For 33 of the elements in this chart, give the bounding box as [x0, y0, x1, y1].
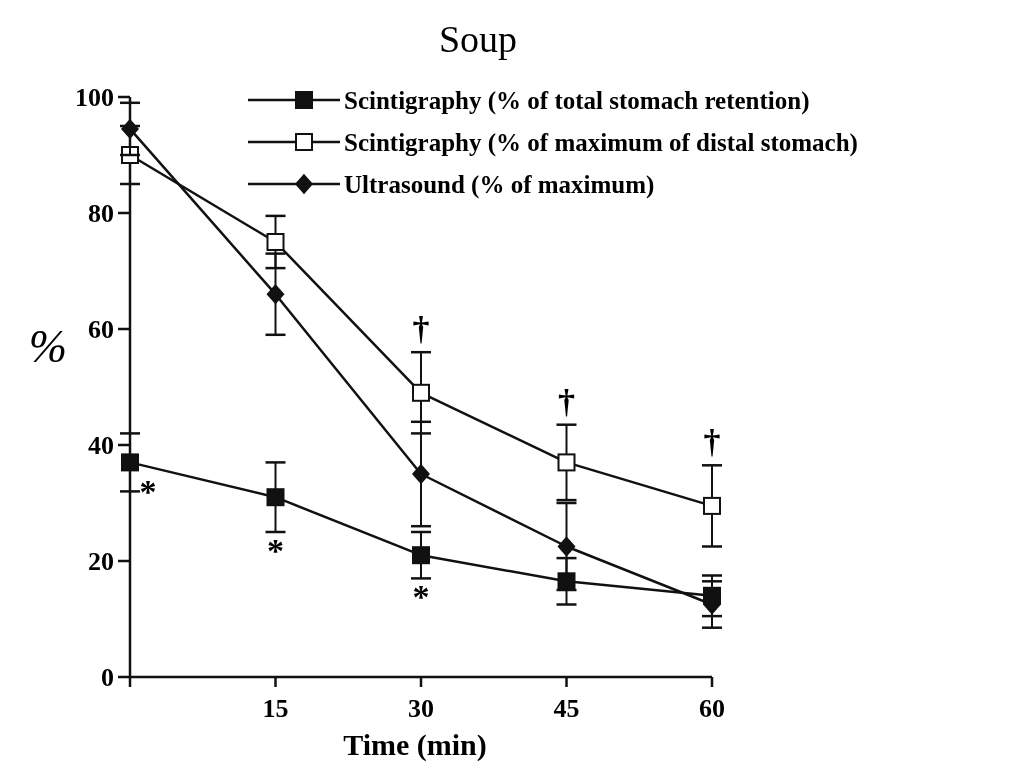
x-tick-label: 45: [553, 694, 580, 723]
point: [121, 119, 139, 139]
point: [266, 488, 285, 507]
y-tick-label: 40: [88, 431, 114, 460]
annotation: *: [412, 578, 430, 616]
point: [412, 546, 430, 565]
point: [557, 453, 576, 472]
annotation: †: [412, 310, 430, 348]
legend-label: Scintigraphy (% of maximum of distal stomach): [344, 129, 858, 157]
y-tick-label: 20: [88, 547, 114, 576]
x-axis-title: Time (min): [343, 728, 487, 762]
y-axis-title: %: [28, 321, 68, 372]
x-tick-label: 60: [699, 694, 725, 723]
y-tick-label: 60: [88, 315, 114, 344]
point: [412, 383, 430, 402]
y-tick-label: 0: [101, 663, 114, 692]
point: [266, 284, 285, 304]
x-tick-label: 30: [408, 694, 434, 723]
point: [557, 536, 576, 557]
legend-label: Scintigraphy (% of total stomach retention): [344, 87, 810, 115]
y-tick-label: 80: [88, 199, 114, 228]
point: [266, 233, 285, 251]
y-tick-label: 100: [75, 83, 114, 112]
point: [412, 464, 430, 484]
point: [121, 453, 139, 472]
x-tick-label: 15: [262, 694, 289, 723]
annotation: †: [703, 423, 721, 461]
point: [703, 496, 721, 515]
annotation: *: [267, 532, 284, 569]
chart-title: Soup: [438, 18, 518, 60]
legend-label: Ultrasound (% of maximum): [344, 171, 655, 199]
annotation: *: [139, 473, 157, 511]
annotation: †: [558, 382, 575, 420]
